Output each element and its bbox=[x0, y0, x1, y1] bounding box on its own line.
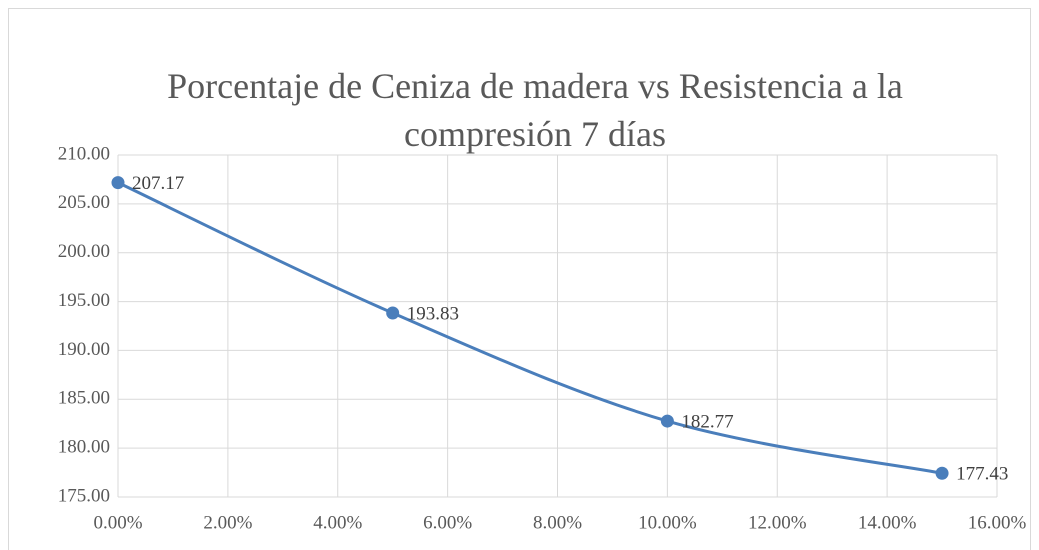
data-point bbox=[935, 466, 949, 480]
series-line bbox=[117, 181, 943, 475]
x-tick-label: 8.00% bbox=[533, 512, 582, 533]
y-tick-label: 175.00 bbox=[58, 485, 110, 506]
y-tick-label: 180.00 bbox=[58, 437, 110, 458]
x-tick-label: 16.00% bbox=[968, 512, 1027, 533]
data-point bbox=[386, 306, 400, 320]
chart-title: Porcentaje de Ceniza de madera vs Resist… bbox=[167, 66, 903, 154]
data-label: 207.17 bbox=[132, 173, 184, 194]
x-tick-label: 2.00% bbox=[203, 512, 252, 533]
x-tick-label: 10.00% bbox=[638, 512, 697, 533]
y-tick-label: 190.00 bbox=[58, 339, 110, 360]
data-point bbox=[660, 414, 674, 428]
x-tick-label: 0.00% bbox=[93, 512, 142, 533]
data-label: 182.77 bbox=[681, 411, 733, 432]
x-tick-label: 12.00% bbox=[748, 512, 807, 533]
y-tick-label: 205.00 bbox=[58, 192, 110, 213]
data-point bbox=[111, 176, 125, 190]
data-label: 193.83 bbox=[407, 303, 459, 324]
y-tick-label: 185.00 bbox=[58, 388, 110, 409]
y-tick-label: 210.00 bbox=[58, 143, 110, 164]
y-tick-label: 200.00 bbox=[58, 241, 110, 262]
x-tick-label: 4.00% bbox=[313, 512, 362, 533]
data-label: 177.43 bbox=[956, 464, 1008, 485]
x-tick-label: 6.00% bbox=[423, 512, 472, 533]
y-tick-label: 195.00 bbox=[58, 290, 110, 311]
x-tick-label: 14.00% bbox=[858, 512, 917, 533]
chart-border bbox=[8, 8, 1031, 550]
